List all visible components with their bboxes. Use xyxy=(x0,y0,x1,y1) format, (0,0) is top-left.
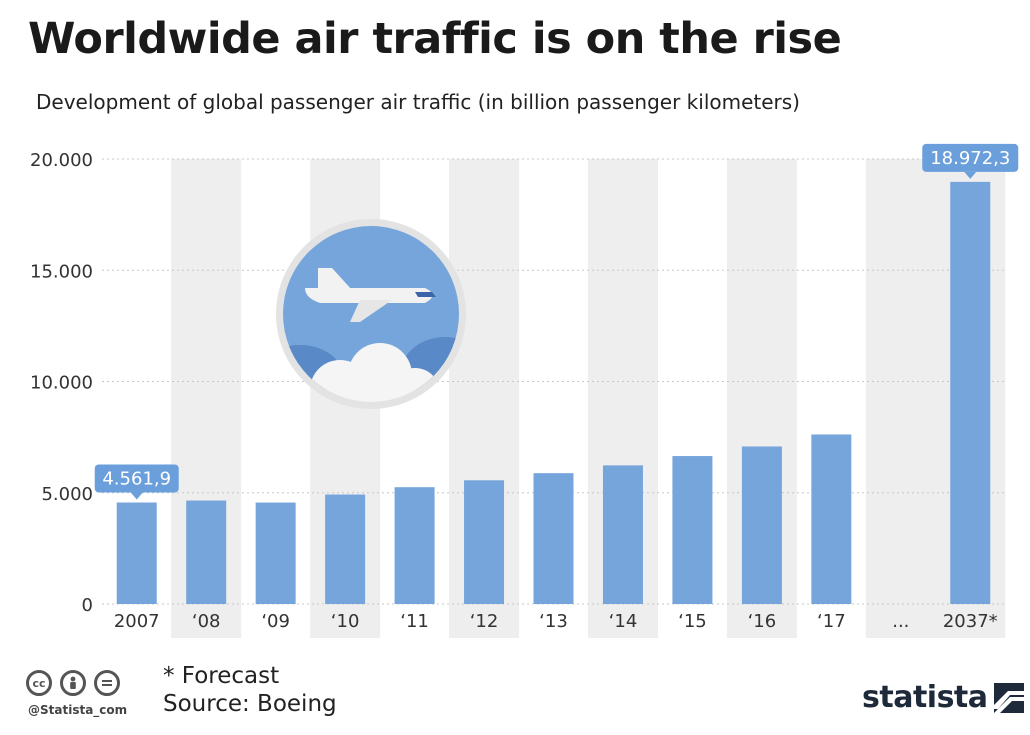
data-label-box xyxy=(922,143,1019,172)
data-label: 18.972,3 xyxy=(930,148,1010,169)
bar xyxy=(255,502,296,604)
x-tick-label: ‘08 xyxy=(192,611,221,632)
brand-name: statista xyxy=(862,680,988,715)
bar xyxy=(533,473,574,604)
y-tick-label: 15.000 xyxy=(30,261,93,282)
bar xyxy=(394,487,435,604)
data-label-pointer xyxy=(964,171,977,179)
y-tick-label: 0 xyxy=(82,595,93,616)
x-tick-label: ‘15 xyxy=(678,611,707,632)
column-bands xyxy=(171,159,1006,638)
bar xyxy=(464,480,505,604)
bar xyxy=(116,502,157,604)
bar xyxy=(950,181,991,604)
data-label-box xyxy=(94,464,179,493)
bar xyxy=(602,465,643,604)
bar-chart: 4.561,9 18.972,3 0 5.000 10.000 15.000 20.000… xyxy=(30,143,1019,638)
statista-logo[interactable]: statista xyxy=(862,680,1024,715)
footnotes: * Forecast Source: Boeing xyxy=(163,662,337,718)
y-tick-label: 20.000 xyxy=(30,150,93,171)
x-tick-label: ‘14 xyxy=(609,611,638,632)
y-axis-ticks: 0 5.000 10.000 15.000 20.000 xyxy=(30,150,93,616)
forecast-note: * Forecast xyxy=(163,663,280,689)
license-icons: cc xyxy=(26,670,120,696)
x-tick-label: ‘09 xyxy=(261,611,290,632)
data-label: 4.561,9 xyxy=(102,468,171,489)
x-tick-label: ‘11 xyxy=(400,611,429,632)
x-tick-label: ‘10 xyxy=(331,611,360,632)
no-derivatives-icon xyxy=(94,670,120,696)
x-tick-label: ‘17 xyxy=(817,611,846,632)
data-labels: 4.561,9 18.972,3 xyxy=(94,143,1019,500)
column-band xyxy=(865,159,936,638)
airplane-illustration xyxy=(276,219,466,409)
attribution-icon xyxy=(60,670,86,696)
page-title: Worldwide air traffic is on the rise xyxy=(28,14,842,64)
x-tick-label: 2037* xyxy=(943,611,998,632)
airplane-icon xyxy=(305,268,436,322)
statista-logo-icon xyxy=(993,682,1024,713)
y-tick-label: 10.000 xyxy=(30,373,93,394)
bars xyxy=(116,181,991,604)
x-tick-label: 2007 xyxy=(114,611,160,632)
source-note: Source: Boeing xyxy=(163,691,337,717)
x-tick-label: ‘12 xyxy=(470,611,499,632)
bar xyxy=(325,494,366,604)
bar xyxy=(811,434,852,604)
bar xyxy=(672,456,713,604)
x-tick-label: ... xyxy=(892,611,909,632)
bar xyxy=(741,446,782,604)
y-tick-label: 5.000 xyxy=(41,484,93,505)
cc-icon: cc xyxy=(26,670,52,696)
page-subtitle: Development of global passenger air traf… xyxy=(36,90,800,114)
x-tick-label: ‘16 xyxy=(748,611,777,632)
data-label-pointer xyxy=(130,492,143,500)
statista-handle[interactable]: @Statista_com xyxy=(28,703,128,717)
x-tick-label: ‘13 xyxy=(539,611,568,632)
bar xyxy=(186,500,227,604)
x-axis-ticks: 2007 ‘08 ‘09 ‘10 ‘11 ‘12 ‘13 ‘14 ‘15 ‘16 ‘17... 203… xyxy=(114,611,998,632)
